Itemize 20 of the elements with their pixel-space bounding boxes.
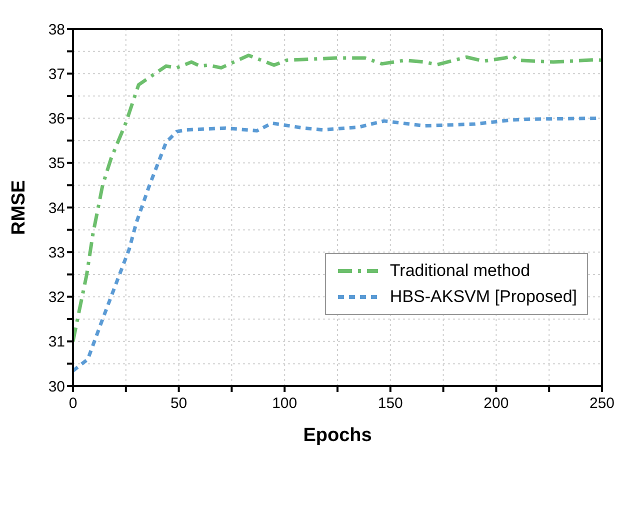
y-tick-label: 34 xyxy=(48,200,65,217)
legend-label: HBS-AKSVM [Proposed] xyxy=(390,287,577,307)
x-tick-label: 200 xyxy=(484,395,509,412)
y-tick-label: 32 xyxy=(48,289,65,306)
y-tick-label: 38 xyxy=(48,21,65,38)
x-tick-label: 150 xyxy=(378,395,403,412)
legend-label: Traditional method xyxy=(390,261,530,281)
y-tick-label: 31 xyxy=(48,334,65,351)
x-axis-title: Epochs xyxy=(303,425,372,446)
y-tick-label: 36 xyxy=(48,110,65,128)
y-tick-label: 33 xyxy=(48,244,65,262)
x-tick-label: 0 xyxy=(68,395,78,412)
x-tick-label: 100 xyxy=(272,395,298,412)
y-axis-title: RMSE xyxy=(8,180,30,235)
y-tick-label: 30 xyxy=(48,378,65,396)
y-tick-label: 35 xyxy=(48,155,65,172)
y-tick-label: 37 xyxy=(48,66,65,83)
line-series xyxy=(73,54,602,344)
x-tick-label: 250 xyxy=(589,395,615,412)
x-tick-label: 50 xyxy=(170,395,188,412)
